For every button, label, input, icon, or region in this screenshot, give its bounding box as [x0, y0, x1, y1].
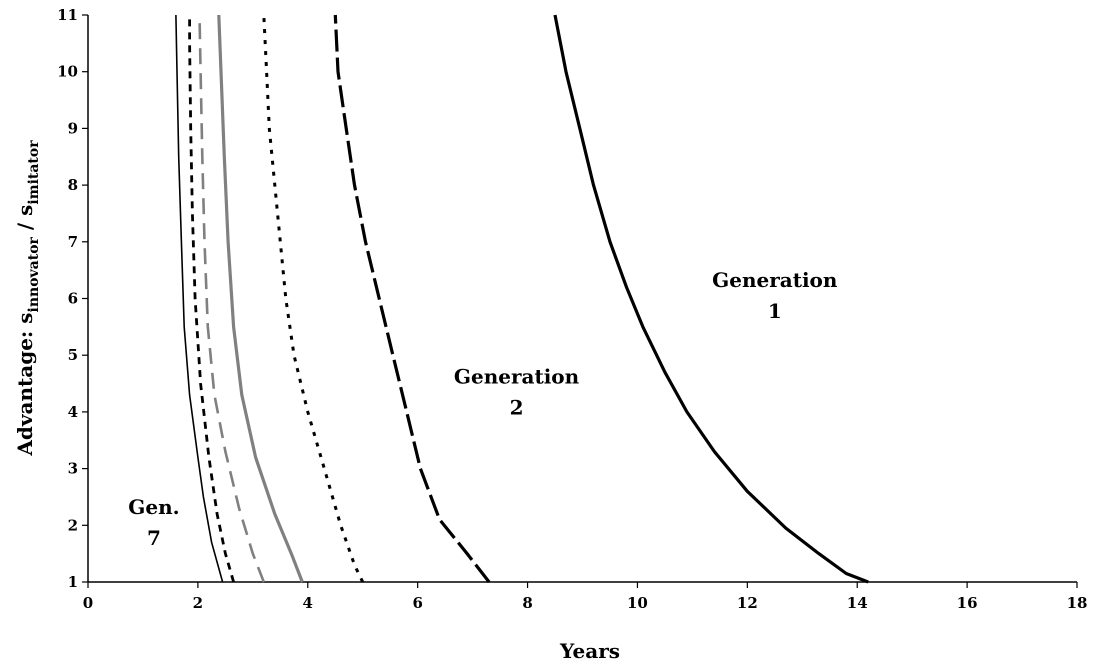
annotation-label: Generation [454, 365, 580, 389]
series-line-5 [198, 14, 266, 583]
series-line-1 [553, 14, 869, 584]
x-tick-label: 8 [522, 594, 532, 612]
series-line-7 [175, 14, 224, 583]
x-tick-label: 18 [1067, 594, 1088, 612]
y-tick-label: 3 [68, 460, 78, 478]
y-tick-label: 5 [68, 346, 78, 364]
annotation-label: 7 [147, 526, 161, 550]
y-axis-title-sub2: imitator [26, 140, 42, 205]
x-tick-label: 12 [737, 594, 758, 612]
y-tick-label: 4 [68, 403, 78, 421]
y-tick-label: 11 [57, 6, 78, 24]
y-tick-label: 2 [68, 516, 78, 534]
annotation-layer: Generation 1 Generation 2 Gen. 7 [128, 268, 838, 550]
series-line-3 [262, 14, 365, 583]
y-axis-title: Advantage: sinnovator / simitator [13, 140, 42, 457]
x-tick-label: 6 [412, 594, 422, 612]
y-tick-label: 7 [68, 233, 78, 251]
series-layer [175, 14, 869, 584]
x-tick-label: 14 [847, 594, 868, 612]
y-axis-title-main: Advantage: s [13, 312, 37, 456]
y-tick-label: 1 [68, 573, 78, 591]
annotation-label: 2 [510, 396, 524, 420]
annotation-label: Gen. [128, 495, 179, 519]
x-tick-label: 2 [193, 594, 203, 612]
series-line-6 [188, 15, 235, 583]
annotation-label: 1 [768, 299, 782, 323]
y-tick-label: 6 [68, 290, 78, 308]
svg-text:Advantage: sinnovator / simita: Advantage: sinnovator / simitator [13, 140, 42, 457]
y-tick-label: 10 [57, 63, 78, 81]
x-tick-label: 4 [303, 594, 313, 612]
y-axis-title-sep: / s [13, 205, 37, 238]
series-line-4 [217, 14, 304, 583]
y-tick-label: 8 [68, 176, 78, 194]
annotation-label: Generation [712, 268, 838, 292]
x-tick-label: 10 [627, 594, 648, 612]
x-axis-title: Years [559, 639, 620, 663]
y-axis-title-sub1: innovator [26, 236, 42, 312]
y-tick-label: 9 [68, 119, 78, 137]
x-tick-label: 0 [83, 594, 93, 612]
x-tick-label: 16 [957, 594, 978, 612]
series-line-2 [333, 14, 491, 583]
